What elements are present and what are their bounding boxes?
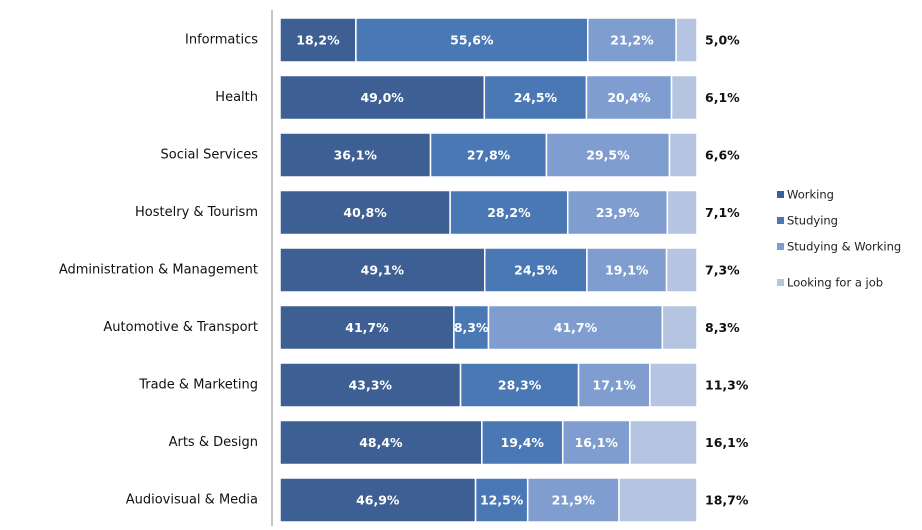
data-label: 43,3%: [349, 378, 393, 393]
data-label: 41,7%: [554, 320, 598, 335]
legend-swatch: [777, 243, 784, 250]
category-label: Administration & Management: [59, 263, 258, 278]
bar-segment: [561, 419, 631, 466]
legend-label: Looking for a job: [787, 276, 883, 290]
bar-segment: [279, 189, 451, 236]
bar-segment: [629, 419, 698, 466]
category-label: Health: [215, 90, 258, 105]
data-label: 17,1%: [593, 378, 637, 393]
data-label: 6,6%: [705, 148, 740, 163]
data-label: 19,1%: [605, 263, 649, 278]
data-label: 24,5%: [514, 90, 558, 105]
data-label: 6,1%: [705, 90, 740, 105]
data-label: 55,6%: [450, 33, 494, 48]
bar-segment: [649, 362, 698, 408]
data-label: 28,2%: [487, 205, 531, 220]
bar-segment: [545, 132, 671, 178]
data-label: 36,1%: [334, 148, 378, 163]
data-label: 16,1%: [705, 435, 749, 450]
data-label: 20,4%: [607, 90, 651, 105]
category-label: Arts & Design: [169, 435, 258, 450]
data-label: 41,7%: [345, 320, 389, 335]
bar-segment: [483, 247, 588, 293]
bar-segment: [279, 247, 486, 293]
data-label: 28,3%: [498, 378, 542, 393]
bar-segment: [279, 304, 455, 351]
category-label: Informatics: [185, 33, 258, 48]
data-label: 27,8%: [467, 148, 511, 163]
data-label: 21,2%: [610, 33, 654, 48]
data-label: 8,3%: [705, 320, 740, 335]
data-label: 19,4%: [501, 435, 545, 450]
data-label: 18,7%: [705, 493, 749, 508]
bar-segment: [459, 362, 580, 408]
data-label: 23,9%: [596, 205, 640, 220]
bar-segment: [675, 17, 698, 63]
data-label: 7,3%: [705, 263, 740, 278]
bar-segment: [586, 247, 668, 293]
data-label: 46,9%: [356, 493, 400, 508]
bar-segment: [355, 17, 589, 63]
data-label: 49,0%: [360, 90, 404, 105]
legend-swatch: [777, 279, 784, 286]
data-label: 5,0%: [705, 33, 740, 48]
legend-label: Studying: [787, 214, 838, 228]
bar-segment: [618, 477, 698, 523]
data-label: 21,9%: [552, 493, 596, 508]
data-label: 7,1%: [705, 205, 740, 220]
bar-segment: [586, 17, 677, 63]
bar-segment: [449, 189, 569, 236]
data-label: 12,5%: [480, 493, 524, 508]
bar-segment: [453, 304, 490, 351]
category-label: Audiovisual & Media: [126, 493, 258, 508]
bar-segment: [474, 477, 529, 523]
bar-segment: [481, 419, 564, 466]
data-label: 16,1%: [575, 435, 619, 450]
bar-segment: [487, 304, 664, 351]
category-label: Automotive & Transport: [103, 320, 258, 335]
data-label: 18,2%: [296, 33, 340, 48]
bar-segment: [670, 74, 698, 121]
bar-segment: [279, 362, 462, 408]
bar-segment: [577, 362, 651, 408]
bar-segment: [666, 189, 698, 236]
bar-segment: [661, 304, 698, 351]
bar-segment: [668, 132, 698, 178]
data-label: 29,5%: [586, 148, 630, 163]
legend-swatch: [777, 191, 784, 198]
category-label: Social Services: [161, 148, 259, 163]
bar-segment: [665, 247, 698, 293]
legend-label: Working: [787, 188, 834, 202]
data-label: 24,5%: [514, 263, 558, 278]
category-label: Hostelry & Tourism: [135, 205, 258, 220]
legend-label: Studying & Working: [787, 240, 901, 254]
data-label: 8,3%: [454, 320, 489, 335]
bar-segment: [526, 477, 620, 523]
data-label: 11,3%: [705, 378, 749, 393]
data-label: 48,4%: [359, 435, 403, 450]
data-label: 40,8%: [343, 205, 387, 220]
category-label: Trade & Marketing: [138, 378, 258, 393]
data-label: 49,1%: [361, 263, 405, 278]
legend-swatch: [777, 217, 784, 224]
